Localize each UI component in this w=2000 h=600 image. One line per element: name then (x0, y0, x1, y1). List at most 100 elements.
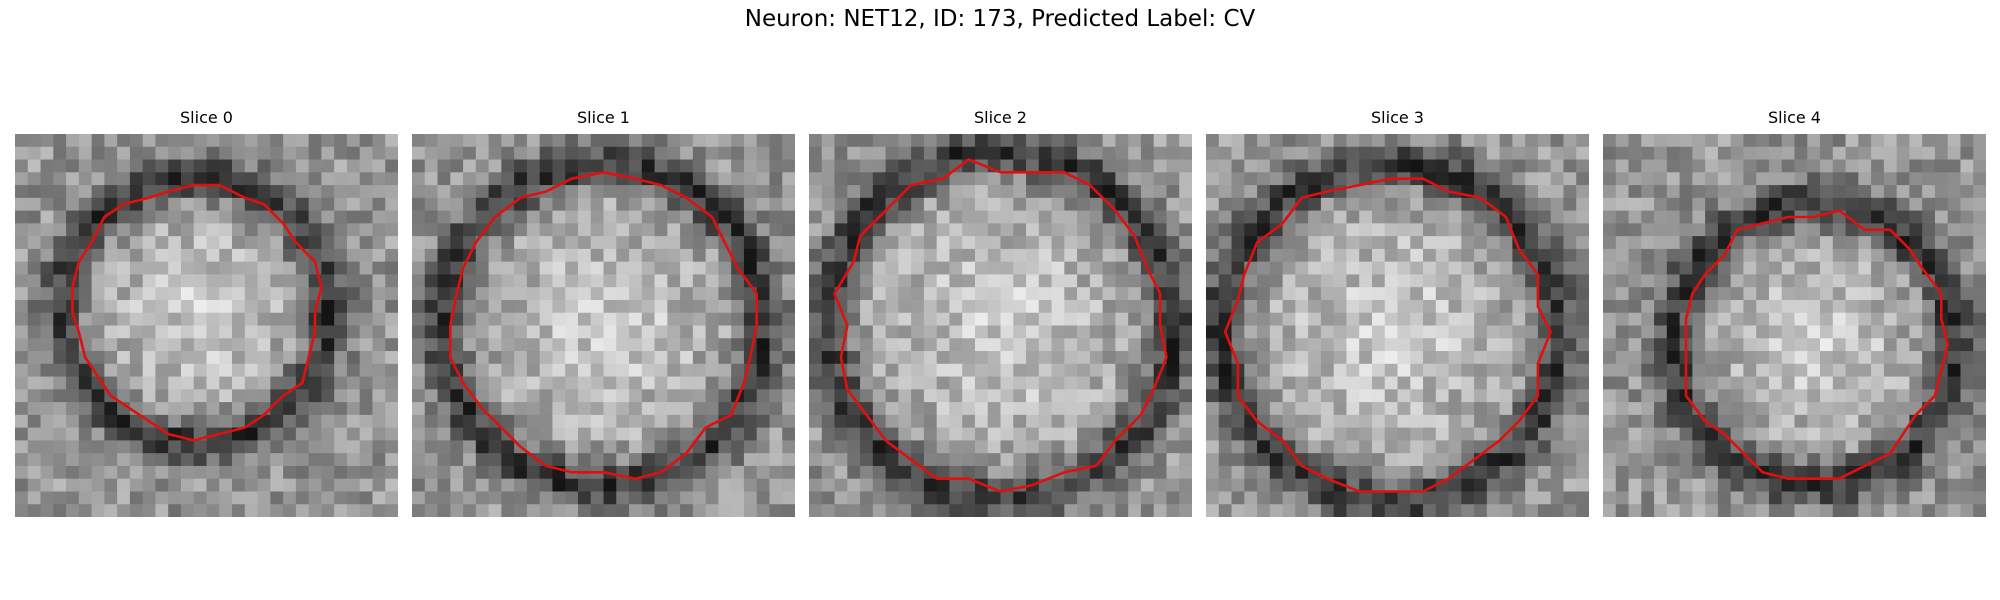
image-pixel (359, 389, 374, 403)
slice-title-1: Slice 1 (577, 108, 630, 127)
image-pixel (1525, 134, 1539, 148)
image-pixel (244, 146, 259, 161)
image-pixel (1077, 351, 1091, 365)
image-pixel (641, 185, 656, 199)
image-pixel (1883, 299, 1898, 314)
image-pixel (1525, 172, 1539, 186)
image-pixel (359, 351, 374, 365)
image-pixel (949, 427, 963, 441)
image-pixel (1397, 197, 1411, 212)
image-pixel (463, 274, 477, 288)
image-pixel (1308, 210, 1322, 224)
image-pixel (1781, 402, 1796, 416)
image-pixel (834, 185, 848, 199)
image-pixel (270, 159, 284, 173)
image-pixel (219, 146, 233, 161)
image-pixel (1051, 504, 1065, 517)
image-pixel (359, 491, 374, 505)
image-pixel (1743, 440, 1757, 454)
image-pixel (78, 287, 93, 301)
image-pixel (257, 363, 271, 378)
image-pixel (847, 338, 861, 352)
image-pixel (1871, 261, 1885, 276)
image-pixel (1089, 146, 1104, 161)
image-pixel (1269, 210, 1284, 224)
image-pixel (1179, 376, 1192, 390)
image-pixel (809, 159, 823, 173)
image-pixel (872, 440, 887, 454)
image-pixel (1064, 338, 1078, 352)
image-pixel (15, 376, 29, 390)
image-pixel (936, 414, 951, 429)
image-pixel (66, 248, 80, 263)
image-pixel (1179, 389, 1192, 403)
image-pixel (232, 453, 246, 467)
image-pixel (923, 210, 938, 224)
image-pixel (962, 274, 976, 288)
image-pixel (463, 427, 477, 441)
image-pixel (539, 197, 554, 212)
image-pixel (1128, 363, 1142, 378)
image-pixel (731, 146, 745, 161)
image-pixel (1934, 248, 1949, 263)
image-pixel (1794, 287, 1808, 301)
image-pixel (501, 465, 515, 480)
image-pixel (1231, 414, 1245, 429)
image-pixel (359, 248, 374, 263)
image-pixel (962, 465, 976, 480)
image-pixel (1206, 248, 1220, 263)
image-pixel (1666, 414, 1681, 429)
image-pixel (1333, 261, 1348, 276)
image-pixel (104, 325, 118, 339)
image-pixel (1717, 261, 1732, 276)
image-pixel (1883, 159, 1898, 173)
image-pixel (1537, 261, 1552, 276)
image-pixel (155, 197, 169, 212)
image-pixel (372, 197, 386, 212)
image-pixel (962, 504, 976, 517)
image-pixel (834, 210, 848, 224)
image-pixel (27, 376, 42, 390)
image-pixel (372, 414, 386, 429)
image-pixel (539, 134, 554, 148)
image-pixel (1423, 223, 1437, 237)
image-pixel (1486, 504, 1501, 517)
image-pixel (692, 287, 707, 301)
image-pixel (1845, 491, 1859, 505)
image-pixel (1794, 504, 1808, 517)
image-pixel (40, 465, 54, 480)
image-pixel (1499, 465, 1513, 480)
image-pixel (1359, 427, 1373, 441)
image-pixel (1603, 363, 1617, 378)
image-pixel (769, 287, 783, 301)
image-pixel (1730, 274, 1745, 288)
image-pixel (667, 414, 681, 429)
image-pixel (53, 236, 67, 250)
image-pixel (1934, 389, 1949, 403)
image-pixel (1717, 274, 1732, 288)
image-pixel (1448, 248, 1462, 263)
image-pixel (692, 210, 707, 224)
image-pixel (1206, 223, 1220, 237)
image-pixel (1781, 338, 1796, 352)
image-pixel (1820, 146, 1834, 161)
image-pixel (962, 427, 976, 441)
image-pixel (168, 491, 182, 505)
image-pixel (1231, 312, 1245, 327)
image-pixel (1666, 504, 1681, 517)
image-pixel (104, 159, 118, 173)
image-pixel (705, 478, 719, 493)
image-pixel (142, 134, 157, 148)
image-pixel (1371, 363, 1386, 378)
image-pixel (219, 478, 233, 493)
image-pixel (91, 185, 105, 199)
image-pixel (488, 478, 502, 493)
image-pixel (372, 351, 386, 365)
image-pixel (1960, 363, 1974, 378)
image-pixel (1038, 236, 1053, 250)
image-pixel (1871, 146, 1885, 161)
image-pixel (743, 261, 758, 276)
image-pixel (1973, 134, 1986, 148)
image-pixel (680, 351, 694, 365)
image-pixel (526, 465, 541, 480)
